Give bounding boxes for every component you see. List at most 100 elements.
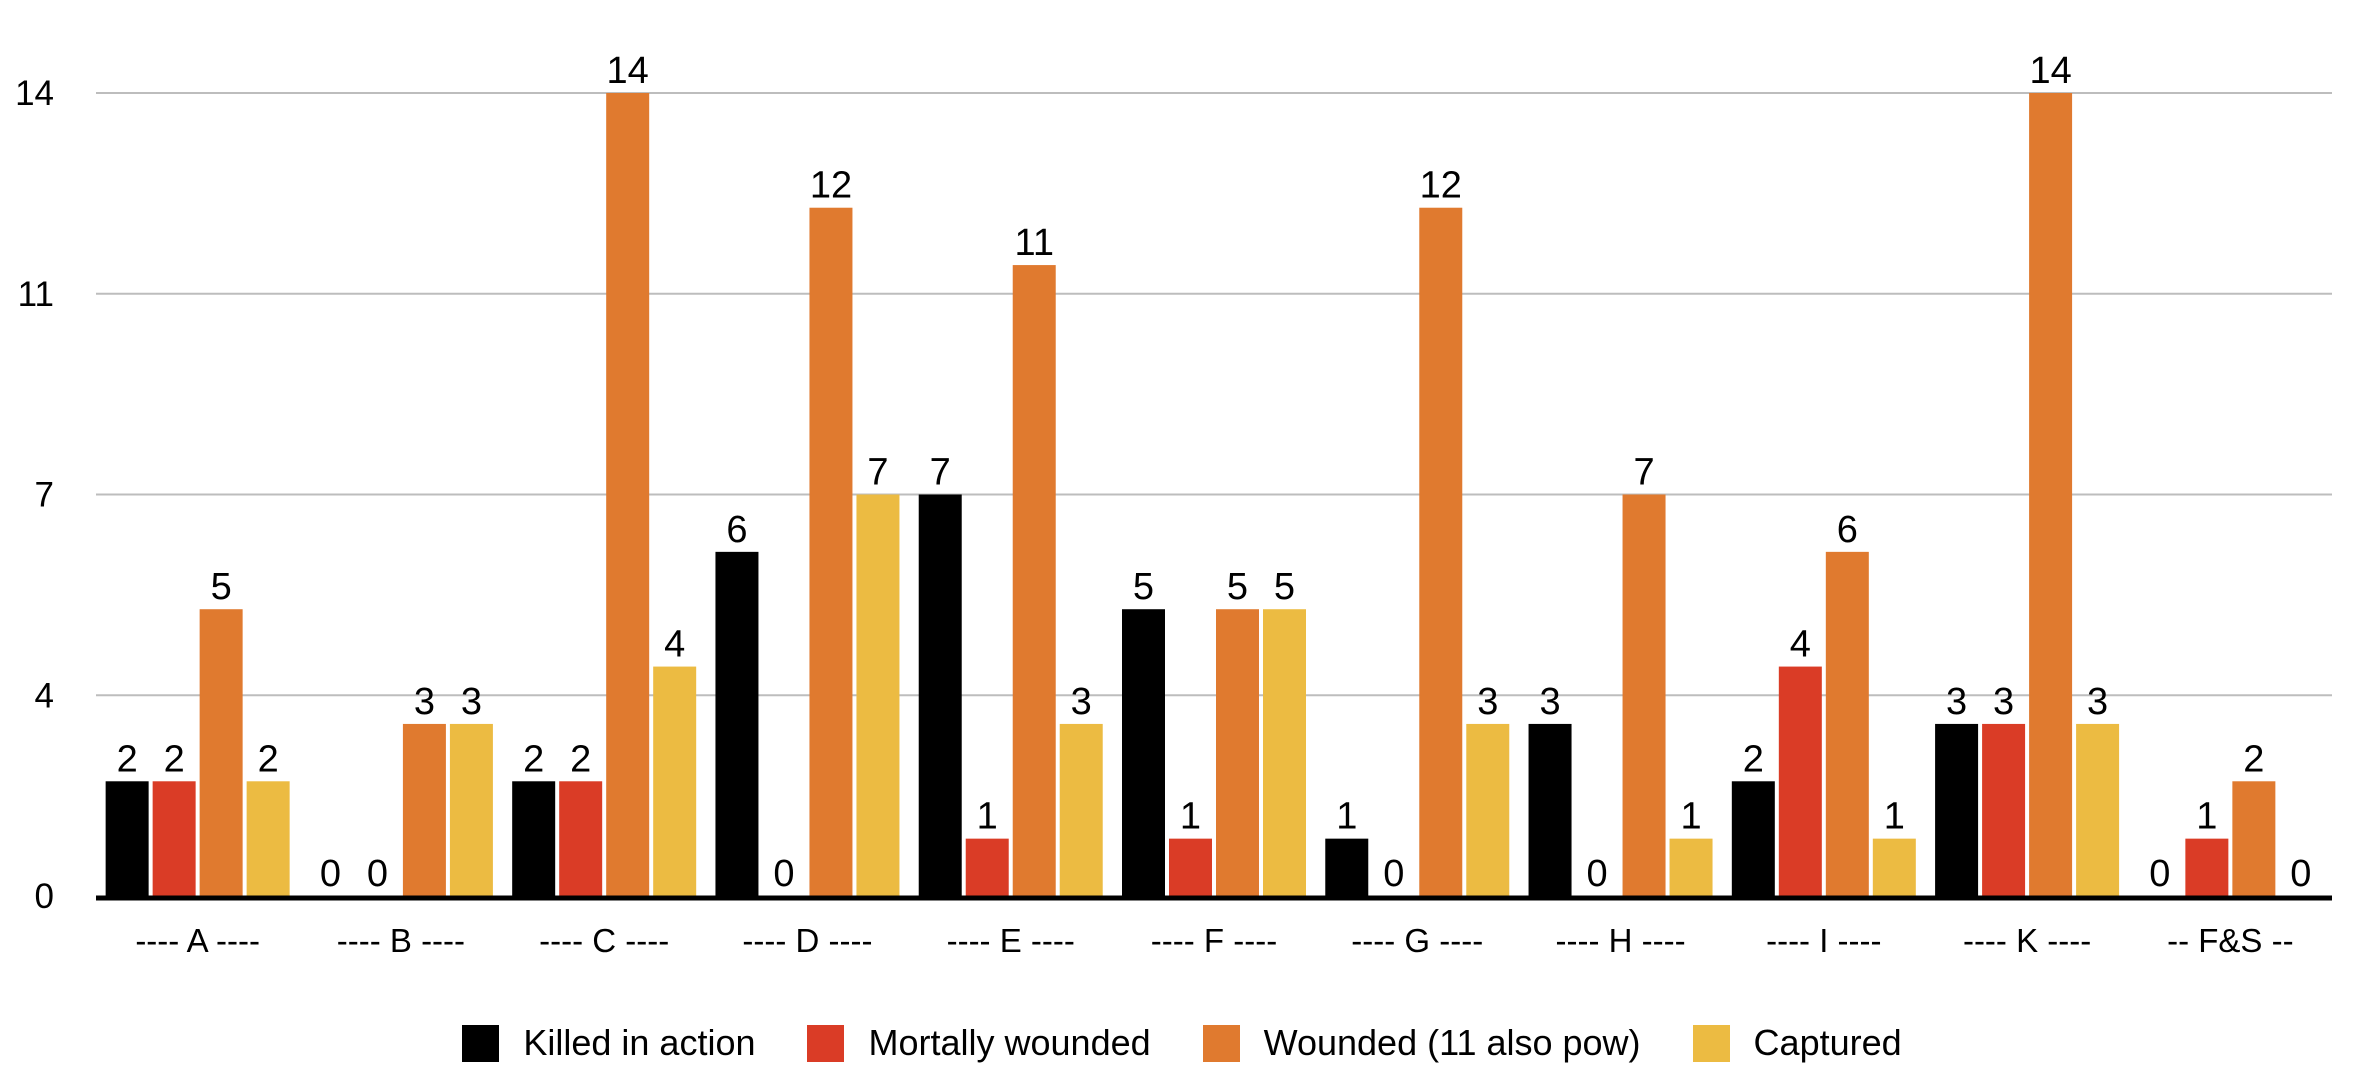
- bar: [965, 838, 1009, 896]
- x-tick-label: ---- H ----: [1555, 922, 1685, 959]
- bar: [2232, 781, 2276, 896]
- bar: [1872, 838, 1916, 896]
- data-label: 1: [2196, 796, 2217, 838]
- legend-swatch-captured: [1692, 1024, 1730, 1062]
- data-label: 0: [320, 853, 341, 895]
- data-label: 2: [258, 738, 279, 780]
- bars: [105, 93, 2276, 897]
- data-label: 0: [1383, 853, 1404, 895]
- legend-item-captured[interactable]: Captured: [1692, 1022, 1902, 1064]
- data-label: 5: [211, 566, 232, 608]
- y-tick-label: 14: [15, 74, 54, 113]
- bar: [606, 93, 650, 896]
- bar: [152, 781, 196, 896]
- legend-swatch-killed: [462, 1024, 500, 1062]
- x-tick-label: -- F&S --: [2167, 922, 2293, 959]
- data-label: 0: [2290, 853, 2311, 895]
- legend-item-mortally-wounded[interactable]: Mortally wounded: [807, 1022, 1151, 1064]
- data-label: 1: [977, 796, 998, 838]
- data-label: 11: [1015, 222, 1054, 264]
- bar: [105, 781, 149, 896]
- bar: [2029, 93, 2073, 896]
- bar: [1263, 609, 1306, 896]
- bar: [1778, 666, 1822, 896]
- bar: [402, 723, 446, 896]
- bar: [199, 609, 243, 896]
- data-label: 14: [607, 50, 649, 92]
- x-tick-label: ---- K ----: [1963, 922, 2091, 959]
- legend-swatch-mortally-wounded: [807, 1024, 845, 1062]
- data-label: 4: [664, 624, 685, 666]
- x-tick-label: ---- A ----: [135, 922, 260, 959]
- data-label: 0: [773, 853, 794, 895]
- bar: [1059, 723, 1103, 896]
- bar: [1731, 781, 1775, 896]
- bar: [1935, 723, 1979, 896]
- bar: [653, 666, 697, 896]
- data-label: 5: [1274, 566, 1295, 608]
- data-label: 0: [2149, 853, 2170, 895]
- data-label: 3: [1477, 681, 1498, 723]
- data-label: 2: [2243, 738, 2264, 780]
- bar: [1669, 838, 1713, 896]
- bar: [1825, 551, 1869, 896]
- x-axis-labels: ---- A ---- ---- B ---- ---- C ---- ---- D …: [135, 922, 2293, 959]
- bar: [1982, 723, 2026, 896]
- data-label: 5: [1227, 566, 1248, 608]
- bar: [1419, 207, 1463, 896]
- y-tick-label: 0: [35, 877, 54, 916]
- data-label: 1: [1336, 796, 1357, 838]
- bar: [512, 781, 556, 896]
- x-tick-label: ---- C ----: [539, 922, 669, 959]
- data-label: 6: [726, 509, 747, 551]
- bar: [559, 781, 603, 896]
- legend: Killed in action Mortally wounded Wounde…: [0, 1018, 2364, 1068]
- data-label: 4: [1790, 624, 1811, 666]
- bar: [1325, 838, 1369, 896]
- x-tick-label: ---- D ----: [742, 922, 872, 959]
- bar: [1169, 838, 1212, 896]
- legend-swatch-wounded: [1202, 1024, 1240, 1062]
- bar: [449, 723, 493, 896]
- data-label: 3: [1993, 681, 2014, 723]
- legend-item-wounded[interactable]: Wounded (11 also pow): [1202, 1022, 1641, 1064]
- legend-label: Mortally wounded: [868, 1022, 1151, 1063]
- bar: [1528, 723, 1572, 896]
- y-axis-ticks: 0 4 7 11 14: [15, 74, 54, 916]
- data-label: 2: [164, 738, 185, 780]
- data-label: 3: [1946, 681, 1967, 723]
- x-tick-label: ---- E ----: [947, 922, 1075, 959]
- data-label: 6: [1837, 509, 1858, 551]
- bar: [918, 494, 962, 896]
- data-label: 14: [2029, 50, 2071, 92]
- data-label: 2: [523, 738, 544, 780]
- data-label: 2: [1743, 738, 1764, 780]
- data-label: 1: [1884, 796, 1905, 838]
- data-label: 3: [1071, 681, 1092, 723]
- data-label: 3: [2087, 681, 2108, 723]
- data-label: 7: [1633, 452, 1654, 494]
- x-tick-label: ---- F ----: [1151, 922, 1277, 959]
- data-label: 0: [367, 853, 388, 895]
- data-label: 7: [930, 452, 951, 494]
- y-tick-label: 4: [35, 676, 54, 715]
- y-tick-label: 7: [35, 476, 54, 515]
- bar: [856, 494, 900, 896]
- bar: [2076, 723, 2120, 896]
- bar: [1216, 609, 1259, 896]
- legend-label: Killed in action: [523, 1022, 756, 1063]
- data-label: 2: [117, 738, 138, 780]
- legend-label: Captured: [1753, 1022, 1902, 1063]
- bar: [1466, 723, 1510, 896]
- gridlines: [96, 92, 2332, 697]
- bar: [1622, 494, 1666, 896]
- data-label: 0: [1586, 853, 1607, 895]
- bar: [809, 207, 853, 896]
- data-label: 12: [810, 165, 852, 207]
- data-label: 3: [1539, 681, 1560, 723]
- x-tick-label: ---- G ----: [1351, 922, 1483, 959]
- x-tick-label: ---- B ----: [337, 922, 465, 959]
- legend-item-killed[interactable]: Killed in action: [462, 1022, 755, 1064]
